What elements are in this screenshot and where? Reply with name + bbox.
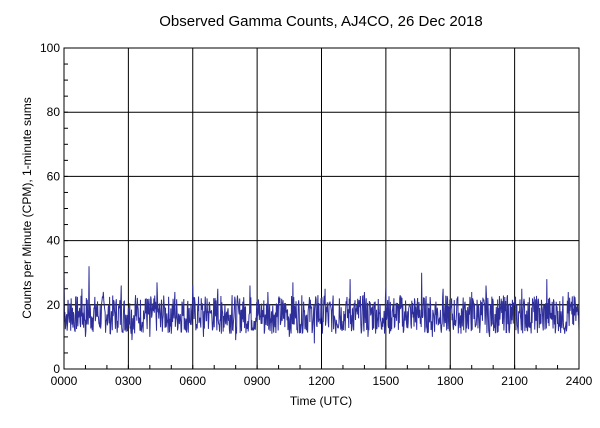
- y-tick-labels: 0 20 40 60 80 100: [40, 41, 60, 376]
- x-tick-labels: 0000 0300 0600 0900 1200 1500 1800 2100 2400: [51, 374, 593, 388]
- x-tick-label: 2400: [566, 374, 593, 388]
- series-line: [63, 266, 580, 344]
- x-tick-label: 0900: [244, 374, 271, 388]
- x-tick-label: 1800: [437, 374, 464, 388]
- y-tick-label: 40: [47, 234, 61, 248]
- x-tick-label: 0000: [51, 374, 78, 388]
- plot-frame: [63, 47, 580, 370]
- x-tick-label: 0600: [179, 374, 206, 388]
- y-tick-label: 60: [47, 169, 61, 183]
- x-tick-label: 2100: [501, 374, 528, 388]
- y-tick-label: 80: [47, 105, 61, 119]
- y-tick-label: 20: [47, 298, 61, 312]
- chart-title: Observed Gamma Counts, AJ4CO, 26 Dec 201…: [159, 13, 483, 30]
- x-axis-label: Time (UTC): [290, 394, 352, 408]
- x-tick-label: 0300: [115, 374, 142, 388]
- y-tick-label: 100: [40, 41, 60, 55]
- x-tick-label: 1500: [373, 374, 400, 388]
- y-tick-label: 0: [53, 362, 60, 376]
- x-tick-label: 1200: [308, 374, 335, 388]
- y-axis-label: Counts per Minute (CPM), 1-minute sums: [20, 97, 34, 318]
